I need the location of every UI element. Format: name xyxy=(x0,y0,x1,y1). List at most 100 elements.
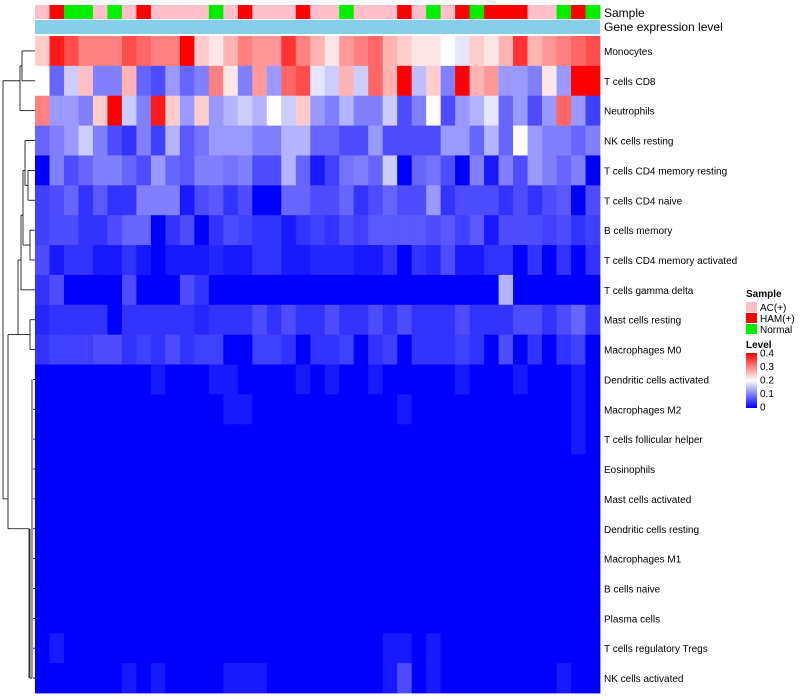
row-label: Dendritic cells activated xyxy=(604,375,709,386)
heatmap-cell xyxy=(252,483,268,515)
row-label: T cells regulatory Tregs xyxy=(604,644,708,655)
heatmap-cell xyxy=(397,483,413,515)
heatmap-cell xyxy=(92,454,108,485)
heatmap-cell xyxy=(571,245,586,276)
heatmap-cell xyxy=(339,663,355,694)
heatmap-cell xyxy=(368,364,384,395)
heatmap-cell xyxy=(237,483,253,515)
heatmap-cell xyxy=(411,364,427,395)
heatmap-cell xyxy=(107,663,123,694)
heatmap-cell xyxy=(440,663,456,694)
heatmap-cell xyxy=(527,155,543,186)
heatmap-cell xyxy=(92,245,108,276)
heatmap-cell xyxy=(353,245,369,276)
sample-annotation-cell xyxy=(411,5,427,19)
heatmap-cell xyxy=(266,364,282,395)
heatmap-cell xyxy=(194,36,210,67)
heatmap-cell xyxy=(35,185,50,216)
heatmap-cell xyxy=(78,364,94,395)
heatmap-cell xyxy=(339,573,355,604)
heatmap-cell xyxy=(208,215,224,246)
row-label: T cells CD4 memory resting xyxy=(604,166,727,177)
heatmap-cell xyxy=(165,543,181,574)
heatmap-cell xyxy=(426,573,442,604)
heatmap-cell xyxy=(571,424,586,455)
heatmap-cell xyxy=(368,215,384,246)
sample-annotation-cell xyxy=(35,5,50,19)
heatmap-cell xyxy=(411,334,427,365)
heatmap-cell xyxy=(411,36,427,67)
gene-track-label: Gene expression level xyxy=(604,20,723,34)
heatmap-cell xyxy=(368,543,384,574)
heatmap-cell xyxy=(310,483,326,515)
heatmap-cell xyxy=(49,603,65,634)
heatmap-cell xyxy=(295,155,311,186)
heatmap-cell xyxy=(194,603,210,634)
heatmap-cell xyxy=(208,274,224,306)
heatmap-cell xyxy=(469,364,485,395)
heatmap-cell xyxy=(136,65,152,97)
heatmap-cell xyxy=(498,633,514,664)
heatmap-cell xyxy=(368,155,384,186)
heatmap-cell xyxy=(469,454,485,485)
heatmap-cell xyxy=(411,155,427,186)
sample-annotation-cell xyxy=(426,5,442,19)
heatmap-cell xyxy=(498,483,514,515)
heatmap-cell xyxy=(281,334,297,365)
heatmap-cell xyxy=(63,334,79,365)
heatmap-cell xyxy=(324,334,340,365)
heatmap-cell xyxy=(295,95,311,126)
heatmap-cell xyxy=(237,364,253,395)
heatmap-cell xyxy=(252,304,268,336)
heatmap-cell xyxy=(107,543,123,574)
heatmap-cell xyxy=(310,663,326,694)
heatmap-cell xyxy=(324,573,340,604)
heatmap-cell xyxy=(107,334,123,365)
heatmap-cell xyxy=(78,95,94,126)
heatmap-cell xyxy=(208,513,224,545)
heatmap-cell xyxy=(107,513,123,545)
heatmap-cell xyxy=(426,543,442,574)
heatmap-cell xyxy=(49,215,65,246)
heatmap-cell xyxy=(498,424,514,455)
heatmap-cell xyxy=(121,245,137,276)
heatmap-cell xyxy=(455,185,471,216)
heatmap-cell xyxy=(585,513,601,545)
heatmap-cell xyxy=(527,304,543,336)
heatmap-cell xyxy=(281,513,297,545)
heatmap-cell xyxy=(179,513,195,545)
heatmap-cell xyxy=(92,603,108,634)
heatmap-cell xyxy=(295,274,311,306)
heatmap-cell xyxy=(63,155,79,186)
heatmap-cell xyxy=(121,543,137,574)
heatmap-cell xyxy=(237,543,253,574)
heatmap-cell xyxy=(382,513,398,545)
heatmap-cell xyxy=(382,543,398,574)
sample-track-label: Sample xyxy=(604,6,645,20)
heatmap-cell xyxy=(542,274,557,306)
heatmap-cell xyxy=(35,573,50,604)
heatmap-cell xyxy=(121,185,137,216)
heatmap-cell xyxy=(324,454,340,485)
heatmap-cell xyxy=(194,573,210,604)
heatmap-cell xyxy=(310,633,326,664)
sample-annotation-cell xyxy=(585,5,601,19)
heatmap-cell xyxy=(281,274,297,306)
heatmap-cell xyxy=(426,633,442,664)
heatmap-cell xyxy=(397,573,413,604)
heatmap-cell xyxy=(92,483,108,515)
heatmap-cell xyxy=(121,603,137,634)
heatmap-cell xyxy=(92,424,108,455)
heatmap-cell xyxy=(484,334,499,365)
row-label: T cells CD8 xyxy=(604,77,656,88)
heatmap-cell xyxy=(542,125,557,156)
heatmap-cell xyxy=(469,65,485,97)
heatmap-cell xyxy=(556,155,572,186)
heatmap-cell xyxy=(382,274,398,306)
heatmap-cell xyxy=(208,454,224,485)
heatmap-cell xyxy=(63,424,79,455)
heatmap-cell xyxy=(455,155,471,186)
heatmap-cell xyxy=(49,424,65,455)
heatmap-cell xyxy=(150,394,166,425)
heatmap-cell xyxy=(368,424,384,455)
